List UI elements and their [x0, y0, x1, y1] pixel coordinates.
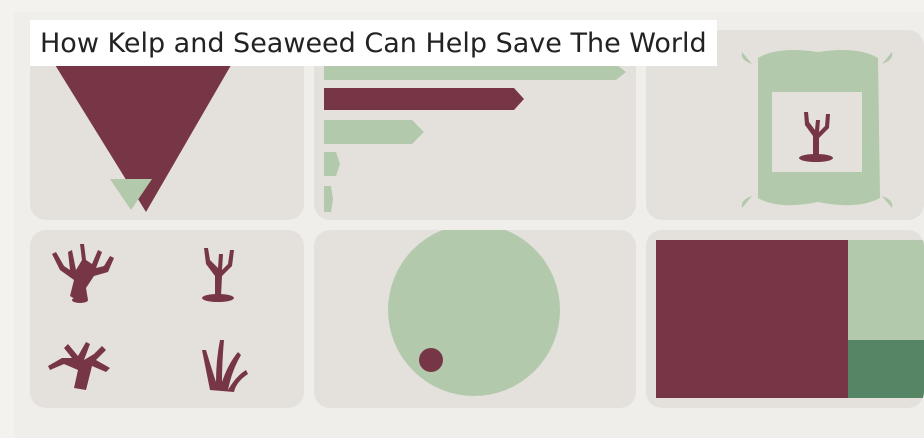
- bubble-graphic: [388, 230, 560, 396]
- species-panel: [30, 230, 304, 408]
- small-circle: [419, 348, 443, 372]
- bar-1: [324, 64, 626, 80]
- coral-icon-1: [52, 244, 114, 303]
- coral-icon-3: [48, 342, 110, 390]
- seaweed-icon: [202, 340, 248, 392]
- small-triangle: [110, 179, 152, 210]
- bag-graphic: [741, 50, 893, 208]
- coral-icon-2: [202, 248, 234, 302]
- page-title: How Kelp and Seaweed Can Help Save The W…: [30, 20, 717, 66]
- coral-icon: [799, 112, 833, 162]
- bar-3: [324, 120, 424, 144]
- bubble-panel: [314, 230, 636, 408]
- bar-chart-graphic: [324, 64, 626, 212]
- bar-5: [324, 186, 333, 212]
- large-circle: [388, 230, 560, 396]
- block-dark-green: [848, 340, 924, 398]
- treemap-graphic: [656, 240, 924, 398]
- bar-2: [324, 88, 524, 110]
- species-graphic: [48, 244, 248, 392]
- treemap-panel: [646, 230, 924, 408]
- block-light-green: [848, 240, 924, 340]
- bar-4: [324, 152, 340, 176]
- seaweed-bag-panel: [646, 30, 924, 220]
- block-maroon: [656, 240, 848, 398]
- large-triangle: [52, 60, 234, 212]
- triangle-graphic: [52, 60, 234, 212]
